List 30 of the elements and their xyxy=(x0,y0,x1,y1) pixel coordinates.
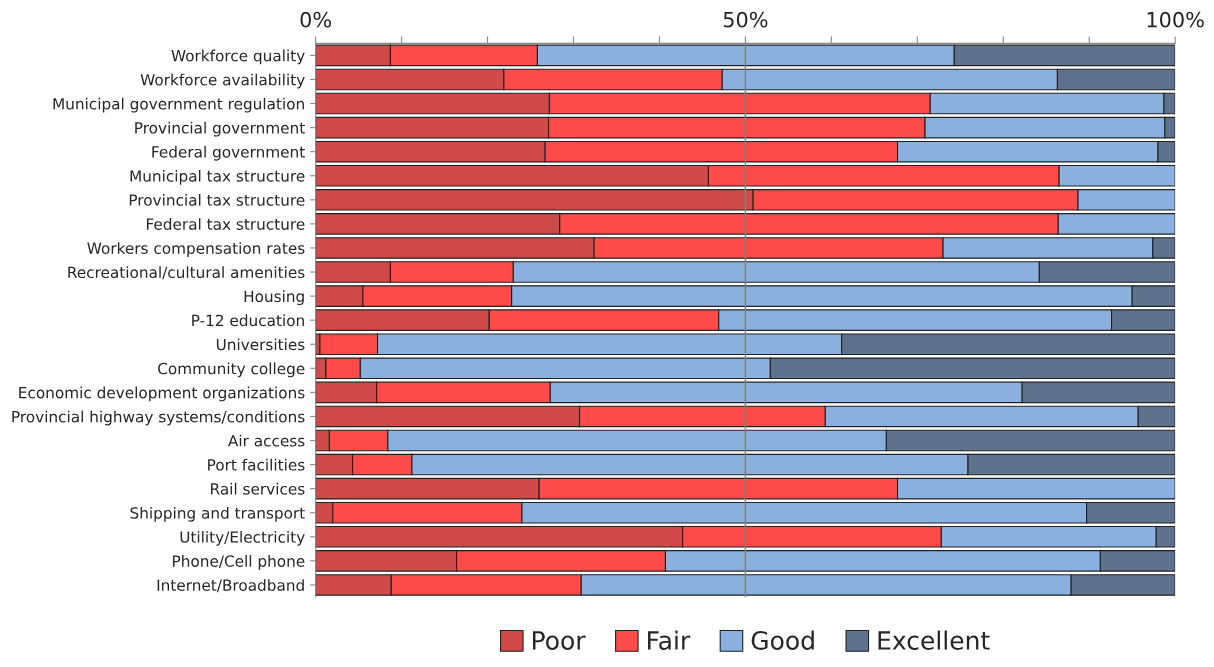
y-tick-label: Internet/Broadband xyxy=(157,579,304,593)
y-tick-label: Universities xyxy=(216,338,305,351)
y-tick-label: Workers compensation rates xyxy=(87,242,305,257)
y-tick-label: Housing xyxy=(244,290,304,306)
y-tick-label: Utility/Electricity xyxy=(180,530,305,546)
x-tick-label: 100% xyxy=(1147,11,1204,28)
x-tick-label: 0% xyxy=(300,11,332,28)
y-tick-label: Economic development organizations xyxy=(19,386,305,402)
y-tick-label: Workforce quality xyxy=(171,49,305,65)
y-tick-label: Federal government xyxy=(152,145,305,161)
y-tick-label: Phone/Cell phone xyxy=(173,555,305,570)
y-tick-label: Provincial highway systems/conditions xyxy=(12,410,305,426)
y-tick-label: Air access xyxy=(228,434,305,447)
y-tick-label: Provincial tax structure xyxy=(129,194,305,206)
legend-label: Fair xyxy=(648,630,691,650)
legend-label: Poor xyxy=(532,631,586,650)
y-tick-label: Provincial government xyxy=(135,121,305,137)
y-tick-label: Federal tax structure xyxy=(146,218,305,230)
y-tick-label: Workforce availability xyxy=(140,73,305,89)
y-tick-label: Shipping and transport xyxy=(130,506,305,522)
y-tick-label: Rail services xyxy=(211,482,305,495)
y-tick-label: P-12 education xyxy=(192,314,304,327)
x-tick-label: 50% xyxy=(723,11,768,28)
y-tick-label: Port facilities xyxy=(208,458,305,471)
y-tick-label: Community college xyxy=(158,362,305,378)
legend-label: Excellent xyxy=(878,630,990,650)
y-tick-label: Recreational/cultural amenities xyxy=(68,266,305,280)
y-tick-label: Municipal government regulation xyxy=(53,97,304,113)
legend-label: Good xyxy=(751,630,814,650)
y-tick-label: Municipal tax structure xyxy=(130,169,305,185)
